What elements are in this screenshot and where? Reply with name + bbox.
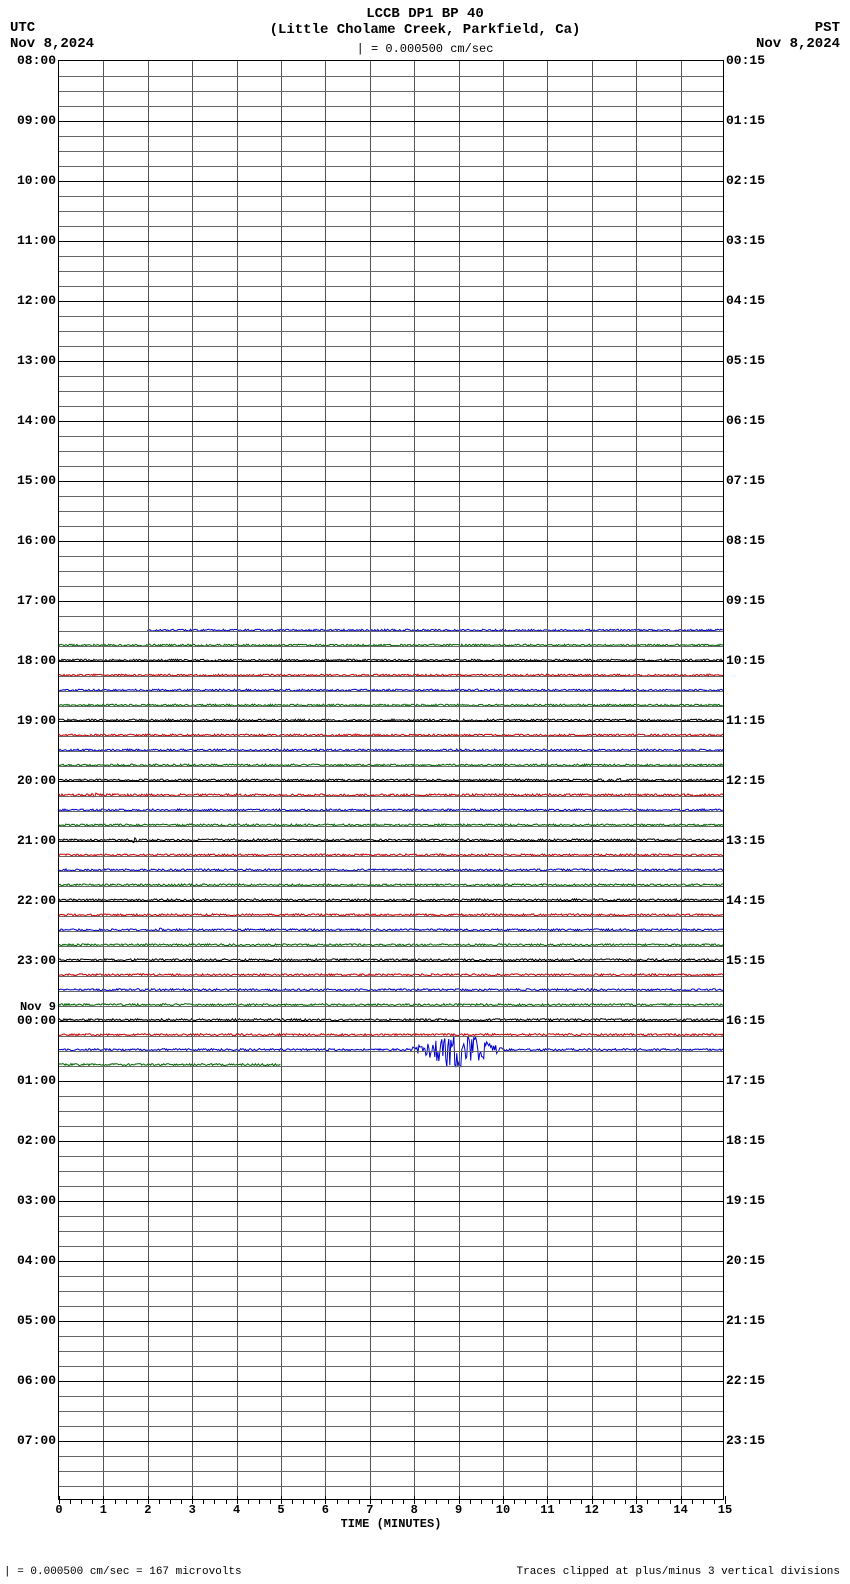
pst-hour-label: 21:15 bbox=[726, 1313, 765, 1328]
header: LCCB DP1 BP 40 (Little Cholame Creek, Pa… bbox=[0, 6, 850, 56]
utc-label: UTC bbox=[10, 20, 35, 36]
x-tick: 5 bbox=[277, 1503, 284, 1517]
pst-hour-label: 14:15 bbox=[726, 893, 765, 908]
utc-date: Nov 8,2024 bbox=[10, 36, 94, 52]
pst-hour-label: 10:15 bbox=[726, 653, 765, 668]
x-tick: 12 bbox=[585, 1503, 599, 1517]
x-tick: 2 bbox=[144, 1503, 151, 1517]
pst-hour-label: 20:15 bbox=[726, 1253, 765, 1268]
pst-hour-label: 06:15 bbox=[726, 413, 765, 428]
pst-hour-label: 12:15 bbox=[726, 773, 765, 788]
x-tick: 15 bbox=[718, 1503, 732, 1517]
scale-indicator: | = 0.000500 cm/sec bbox=[0, 42, 850, 56]
x-tick: 13 bbox=[629, 1503, 643, 1517]
utc-hour-label: 06:00 bbox=[6, 1373, 56, 1388]
utc-hour-label: 09:00 bbox=[6, 113, 56, 128]
pst-hour-label: 09:15 bbox=[726, 593, 765, 608]
utc-hour-label: 15:00 bbox=[6, 473, 56, 488]
trace-layer bbox=[59, 61, 723, 1499]
utc-hour-label: 07:00 bbox=[6, 1433, 56, 1448]
pst-hour-label: 19:15 bbox=[726, 1193, 765, 1208]
x-tick: 14 bbox=[673, 1503, 687, 1517]
pst-hour-label: 23:15 bbox=[726, 1433, 765, 1448]
pst-hour-label: 07:15 bbox=[726, 473, 765, 488]
pst-hour-label: 05:15 bbox=[726, 353, 765, 368]
pst-hour-label: 18:15 bbox=[726, 1133, 765, 1148]
x-tick: 10 bbox=[496, 1503, 510, 1517]
utc-hour-label: 14:00 bbox=[6, 413, 56, 428]
seismogram-plot: TIME (MINUTES) 0123456789101112131415 bbox=[58, 60, 724, 1500]
pst-hour-label: 11:15 bbox=[726, 713, 765, 728]
utc-hour-label: 05:00 bbox=[6, 1313, 56, 1328]
pst-hour-label: 16:15 bbox=[726, 1013, 765, 1028]
x-axis-label: TIME (MINUTES) bbox=[59, 1517, 723, 1531]
seismogram-container: LCCB DP1 BP 40 (Little Cholame Creek, Pa… bbox=[0, 0, 850, 1584]
pst-hour-label: 13:15 bbox=[726, 833, 765, 848]
x-tick: 1 bbox=[100, 1503, 107, 1517]
footer-clip-note: Traces clipped at plus/minus 3 vertical … bbox=[517, 1566, 840, 1578]
utc-hour-label: 12:00 bbox=[6, 293, 56, 308]
x-tick: 0 bbox=[55, 1503, 62, 1517]
pst-hour-label: 08:15 bbox=[726, 533, 765, 548]
station-subtitle: (Little Cholame Creek, Parkfield, Ca) bbox=[0, 22, 850, 38]
pst-hour-label: 04:15 bbox=[726, 293, 765, 308]
utc-hour-label: 01:00 bbox=[6, 1073, 56, 1088]
utc-hour-label: 08:00 bbox=[6, 53, 56, 68]
pst-label: PST bbox=[815, 20, 840, 36]
pst-hour-label: 02:15 bbox=[726, 173, 765, 188]
utc-hour-label: 23:00 bbox=[6, 953, 56, 968]
x-tick: 11 bbox=[540, 1503, 554, 1517]
utc-hour-label: 02:00 bbox=[6, 1133, 56, 1148]
utc-hour-label: 13:00 bbox=[6, 353, 56, 368]
pst-hour-label: 00:15 bbox=[726, 53, 765, 68]
utc-hour-label: 04:00 bbox=[6, 1253, 56, 1268]
utc-hour-label: 18:00 bbox=[6, 653, 56, 668]
x-tick: 9 bbox=[455, 1503, 462, 1517]
utc-hour-label: 20:00 bbox=[6, 773, 56, 788]
utc-hour-label: 00:00 bbox=[6, 1013, 56, 1028]
pst-hour-label: 03:15 bbox=[726, 233, 765, 248]
x-tick: 3 bbox=[189, 1503, 196, 1517]
x-tick: 7 bbox=[366, 1503, 373, 1517]
station-title: LCCB DP1 BP 40 bbox=[0, 6, 850, 22]
pst-hour-label: 22:15 bbox=[726, 1373, 765, 1388]
utc-hour-label: 11:00 bbox=[6, 233, 56, 248]
utc-hour-label: 10:00 bbox=[6, 173, 56, 188]
x-tick: 8 bbox=[411, 1503, 418, 1517]
utc-hour-label: 21:00 bbox=[6, 833, 56, 848]
footer-scale: | = 0.000500 cm/sec = 167 microvolts bbox=[4, 1566, 242, 1578]
x-tick: 6 bbox=[322, 1503, 329, 1517]
date-rollover-marker: Nov 9 bbox=[6, 1000, 56, 1014]
utc-hour-label: 17:00 bbox=[6, 593, 56, 608]
utc-hour-label: 16:00 bbox=[6, 533, 56, 548]
x-tick: 4 bbox=[233, 1503, 240, 1517]
pst-date: Nov 8,2024 bbox=[756, 36, 840, 52]
utc-hour-label: 03:00 bbox=[6, 1193, 56, 1208]
pst-hour-label: 01:15 bbox=[726, 113, 765, 128]
pst-hour-label: 17:15 bbox=[726, 1073, 765, 1088]
utc-hour-label: 19:00 bbox=[6, 713, 56, 728]
pst-hour-label: 15:15 bbox=[726, 953, 765, 968]
utc-hour-label: 22:00 bbox=[6, 893, 56, 908]
